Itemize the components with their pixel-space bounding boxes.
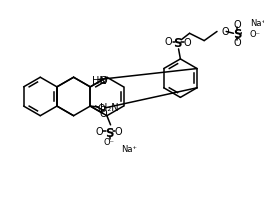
Text: O: O <box>99 75 107 85</box>
Text: O: O <box>114 127 122 137</box>
Text: Na⁺: Na⁺ <box>250 19 264 28</box>
Text: S: S <box>233 28 241 41</box>
Text: S: S <box>105 126 114 139</box>
Text: H₂N: H₂N <box>100 102 119 112</box>
Text: O⁻: O⁻ <box>103 137 114 146</box>
Text: O: O <box>233 38 241 48</box>
Text: O: O <box>221 27 229 37</box>
Text: Na⁺: Na⁺ <box>121 144 137 153</box>
Text: HN: HN <box>92 75 107 85</box>
Text: O: O <box>165 37 172 46</box>
Text: O: O <box>233 20 241 30</box>
Text: O: O <box>97 103 105 113</box>
Text: O: O <box>99 109 107 119</box>
Text: O⁻: O⁻ <box>249 30 260 39</box>
Text: S: S <box>173 37 182 50</box>
Text: O: O <box>184 38 191 48</box>
Text: O: O <box>96 127 103 137</box>
